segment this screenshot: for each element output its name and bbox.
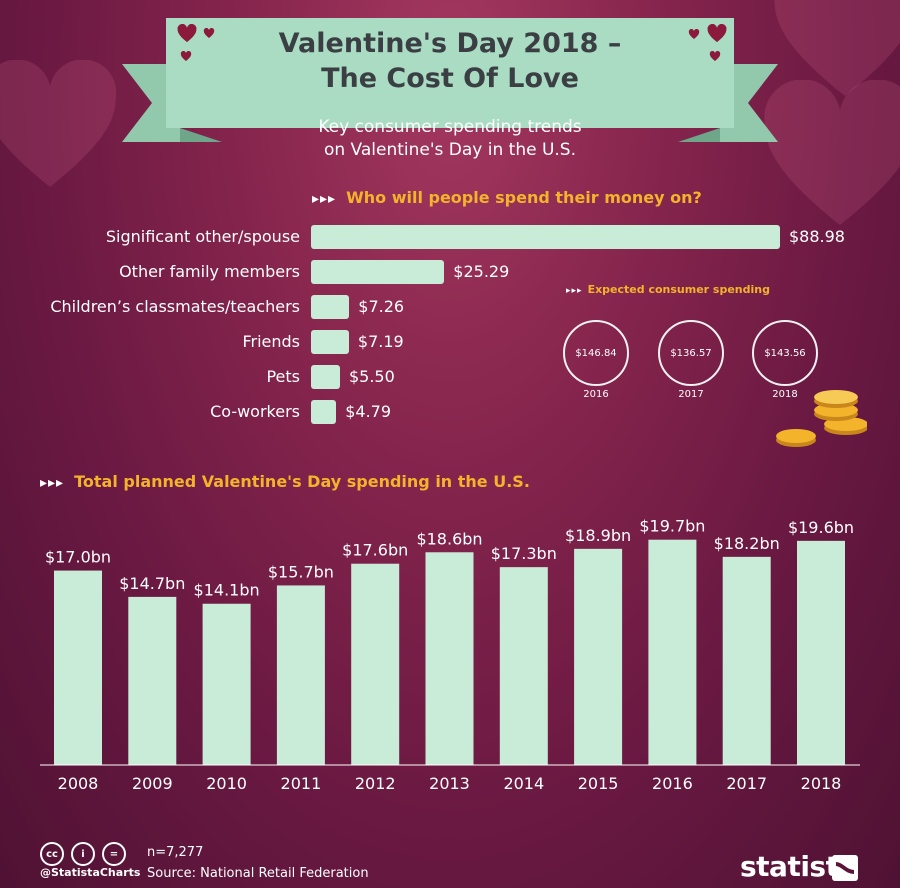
heart-icon (709, 51, 721, 61)
recipient-value-label: $4.79 (345, 402, 392, 421)
spending-value-label: $18.6bn (416, 529, 482, 548)
recipient-label: Other family members (119, 262, 300, 281)
year-tick-label: 2016 (652, 774, 693, 793)
year-tick-label: 2011 (281, 774, 322, 793)
year-tick-label: 2008 (58, 774, 99, 793)
attribution-icon: i (71, 842, 95, 866)
cc-icon: cc (40, 842, 64, 866)
subtitle: Key consumer spending trends on Valentin… (200, 116, 700, 162)
sample-size: n=7,277 (147, 845, 204, 860)
title-line-2: The Cost Of Love (321, 63, 579, 94)
coins-icon (776, 390, 867, 447)
section-heading-recipients: ▸▸▸ Who will people spend their money on? (312, 188, 702, 207)
recipient-value-label: $25.29 (453, 262, 510, 281)
spending-value-label: $19.6bn (788, 518, 854, 537)
year-tick-label: 2017 (726, 774, 767, 793)
page-title: Valentine's Day 2018 – The Cost Of Love (150, 26, 750, 96)
spending-value-label: $17.0bn (45, 548, 111, 567)
recipient-value-label: $5.50 (348, 367, 395, 386)
spending-bar (425, 552, 474, 765)
subtitle-line-1: Key consumer spending trends (318, 117, 582, 137)
spending-bar (351, 563, 400, 765)
background-heart-icon (774, 0, 900, 96)
total-spending-bar-chart: $17.0bn 2008 $14.7bn 2009 $14.1bn 2010 $15.7bn… (40, 517, 860, 793)
recipient-bar (311, 330, 349, 354)
heart-icon (180, 51, 192, 61)
year-tick-label: 2014 (503, 774, 544, 793)
expected-spending-circle: $143.56 (752, 320, 818, 386)
heart-icon (203, 28, 215, 38)
no-derivatives-icon: = (102, 842, 126, 866)
recipient-value-label: $7.19 (357, 332, 404, 351)
spending-bar (276, 585, 325, 765)
heart-icon (177, 24, 197, 43)
recipient-label: Pets (266, 367, 300, 386)
expected-spending-year: 2017 (678, 389, 704, 400)
expected-spending-value: $143.56 (764, 347, 806, 359)
expected-spending-value: $136.57 (670, 347, 712, 359)
spending-bar (574, 548, 623, 765)
section-title: Total planned Valentine's Day spending i… (74, 472, 530, 491)
recipient-label: Co-workers (210, 402, 300, 421)
spending-bar (797, 540, 845, 765)
year-tick-label: 2015 (578, 774, 619, 793)
source-note: Source: National Retail Federation (147, 866, 369, 881)
expected-spending-circle: $146.84 (563, 320, 629, 386)
expected-spending-year: 2018 (772, 389, 798, 400)
year-tick-label: 2018 (801, 774, 842, 793)
recipient-bar (311, 260, 445, 284)
recipient-label: Children’s classmates/teachers (50, 297, 300, 316)
spending-value-label: $14.1bn (194, 581, 260, 600)
section-heading-expected-spending: ▸▸▸ Expected consumer spending (566, 283, 770, 296)
statista-logo-icon (832, 855, 858, 881)
spending-bar (648, 539, 697, 765)
year-tick-label: 2012 (355, 774, 396, 793)
title-ribbon (122, 18, 778, 142)
spending-value-label: $17.6bn (342, 541, 408, 560)
expected-spending-value: $146.84 (575, 347, 617, 359)
recipient-bar (311, 295, 350, 319)
expected-spending-year: 2016 (583, 389, 609, 400)
social-handle: @StatistaCharts (40, 866, 141, 879)
recipient-value-label: $88.98 (789, 227, 845, 246)
arrows-icon: ▸▸▸ (312, 191, 337, 207)
year-tick-label: 2010 (206, 774, 247, 793)
spending-value-label: $18.2bn (714, 534, 780, 553)
spending-value-label: $14.7bn (119, 574, 185, 593)
recipient-value-label: $7.26 (358, 297, 405, 316)
year-tick-label: 2013 (429, 774, 470, 793)
spending-value-label: $18.9bn (565, 526, 631, 545)
arrows-icon: ▸▸▸ (566, 286, 583, 296)
recipient-bar (311, 225, 780, 249)
recipient-bar (311, 400, 337, 424)
spending-bar (202, 603, 251, 765)
expected-spending-circle: $136.57 (658, 320, 724, 386)
background-heart-icon (764, 80, 900, 225)
recipient-bar (311, 365, 340, 389)
spending-bar (722, 556, 771, 765)
title-line-1: Valentine's Day 2018 – (278, 28, 622, 59)
spending-bar (128, 596, 177, 765)
background-heart-icon (0, 60, 117, 187)
subtitle-line-2: on Valentine's Day in the U.S. (323, 140, 577, 160)
recipient-label: Significant other/spouse (105, 227, 300, 246)
spending-value-label: $15.7bn (268, 562, 334, 581)
heart-icon (688, 29, 700, 39)
year-tick-label: 2009 (132, 774, 173, 793)
spending-value-label: $19.7bn (639, 517, 705, 536)
section-heading-total-spending: ▸▸▸ Total planned Valentine's Day spendin… (40, 472, 530, 491)
spending-value-label: $17.3bn (491, 544, 557, 563)
arrows-icon: ▸▸▸ (40, 475, 65, 491)
spending-bar (499, 567, 548, 765)
section-title: Expected consumer spending (587, 283, 770, 296)
spending-bar (54, 570, 102, 765)
heart-icon (707, 24, 727, 43)
section-title: Who will people spend their money on? (346, 188, 702, 207)
recipient-label: Friends (242, 332, 300, 351)
